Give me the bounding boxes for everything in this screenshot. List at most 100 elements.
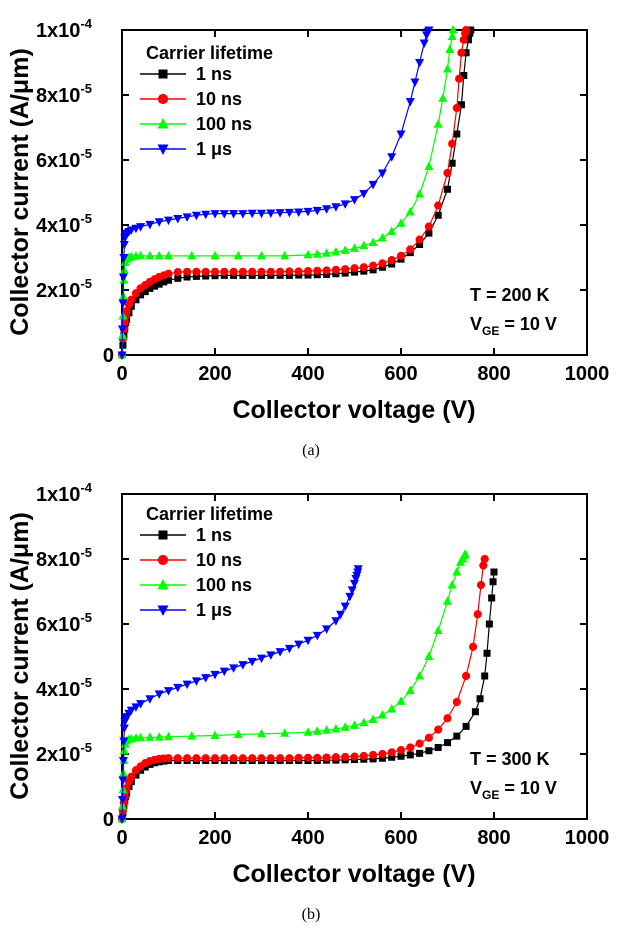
- data-point-square: [141, 288, 149, 296]
- data-point-triangle-down: [119, 737, 129, 746]
- data-point-triangle-up: [447, 31, 457, 40]
- data-point-triangle-up: [322, 725, 332, 734]
- series-line-triangle-up: [121, 29, 454, 356]
- data-point-circle: [378, 749, 387, 759]
- data-point-triangle-down: [359, 189, 369, 199]
- data-point-circle: [434, 725, 443, 734]
- data-point-triangle-down: [201, 210, 211, 220]
- data-point-square: [388, 753, 396, 761]
- y-axis-title-b: Collector current (A/μm): [6, 512, 34, 800]
- data-point-triangle-down: [182, 680, 192, 690]
- data-point-triangle-up: [340, 722, 350, 731]
- data-point-circle: [331, 753, 340, 762]
- data-point-triangle-up: [438, 93, 448, 102]
- data-point-triangle-up: [405, 207, 415, 216]
- data-point-circle: [238, 754, 247, 763]
- data-point-triangle-down: [229, 664, 239, 673]
- legend-marker-circle: [157, 554, 169, 566]
- data-point-triangle-down: [118, 776, 128, 785]
- x-tick-label: 600: [384, 827, 417, 849]
- y-tick-label: 1x10-4: [36, 480, 93, 506]
- data-point-circle: [248, 754, 257, 763]
- legend-marker-triangle-up: [157, 579, 169, 590]
- y-tick-label: 2x10-5: [36, 740, 92, 766]
- legend-label: 100 ns: [196, 114, 252, 134]
- x-tick-label: 0: [116, 363, 127, 385]
- data-point-triangle-up: [448, 25, 458, 34]
- data-point-triangle-up: [322, 248, 332, 257]
- data-point-triangle-up: [280, 728, 290, 737]
- y-tick-label: 6x10-5: [36, 146, 92, 172]
- data-point-circle: [127, 772, 136, 781]
- data-point-triangle-up: [187, 731, 197, 740]
- data-point-square: [378, 754, 386, 762]
- data-point-circle: [331, 265, 340, 274]
- annotation-vge-b: VGE = 10 V: [470, 778, 557, 802]
- data-point-triangle-up: [359, 717, 369, 727]
- x-tick-label: 200: [198, 363, 231, 385]
- y-tick-label: 0: [103, 809, 114, 831]
- data-point-triangle-up: [396, 218, 406, 227]
- legend-entries-b: 1 ns 10 ns 100 ns 1 μs: [140, 525, 252, 620]
- data-point-triangle-up: [164, 731, 173, 741]
- data-point-triangle-up: [145, 732, 155, 741]
- data-point-square: [460, 72, 468, 79]
- data-point-triangle-down: [210, 210, 220, 219]
- y-tick-label: 0: [103, 345, 114, 367]
- data-point-triangle-down: [303, 636, 313, 646]
- data-point-square: [416, 241, 424, 248]
- data-point-triangle-down: [229, 210, 239, 219]
- data-point-circle: [341, 265, 350, 274]
- data-point-square: [202, 272, 210, 280]
- data-point-triangle-down: [419, 39, 429, 48]
- data-point-triangle-up: [233, 729, 243, 738]
- data-point-triangle-down: [347, 586, 357, 595]
- data-point-triangle-down: [247, 209, 257, 219]
- data-point-square: [174, 274, 182, 282]
- data-point-square: [467, 26, 475, 34]
- data-point-triangle-down: [284, 208, 294, 218]
- data-point-triangle-up: [312, 249, 322, 258]
- data-point-square: [462, 49, 470, 57]
- data-point-triangle-down: [345, 592, 355, 602]
- data-point-triangle-down: [119, 241, 129, 250]
- data-point-triangle-down: [340, 200, 350, 209]
- x-tick-label: 1000: [565, 827, 610, 849]
- data-point-triangle-up: [154, 250, 164, 260]
- data-point-circle: [210, 267, 220, 276]
- data-point-triangle-down: [117, 351, 127, 360]
- data-point-circle: [415, 739, 424, 748]
- data-point-triangle-up: [359, 240, 369, 250]
- data-point-triangle-down: [145, 220, 155, 230]
- data-point-circle: [322, 753, 331, 762]
- y-tick-label: 8x10-5: [36, 81, 92, 107]
- data-point-triangle-up: [154, 732, 164, 741]
- data-point-triangle-up: [210, 250, 220, 260]
- data-point-circle: [220, 267, 229, 276]
- caption-a: (a): [302, 442, 320, 459]
- data-point-triangle-up: [452, 567, 462, 576]
- data-point-square: [457, 101, 465, 109]
- legend-label: 1 ns: [196, 525, 232, 545]
- data-point-triangle-down: [117, 796, 127, 805]
- data-point-circle: [303, 267, 313, 276]
- data-point-triangle-down: [247, 657, 257, 667]
- data-point-circle: [183, 267, 192, 276]
- data-point-circle: [229, 267, 238, 276]
- data-point-square: [481, 672, 489, 680]
- legend-marker-square: [158, 69, 168, 79]
- legend-label: 10 ns: [196, 89, 242, 109]
- data-point-circle: [341, 752, 350, 762]
- data-point-triangle-up: [136, 732, 146, 742]
- y-tick-label: 1x10-4: [36, 16, 93, 42]
- legend-marker-square: [158, 530, 168, 540]
- data-point-circle: [285, 267, 294, 276]
- legend-marker-triangle-up: [157, 118, 169, 129]
- annotation-temperature-b: T = 300 K: [470, 749, 550, 769]
- legend-label: 1 ns: [196, 64, 232, 84]
- data-point-circle: [443, 168, 452, 178]
- data-point-square: [146, 284, 154, 292]
- data-point-triangle-up: [303, 727, 313, 736]
- data-point-triangle-up: [415, 671, 425, 680]
- data-point-circle: [378, 259, 387, 268]
